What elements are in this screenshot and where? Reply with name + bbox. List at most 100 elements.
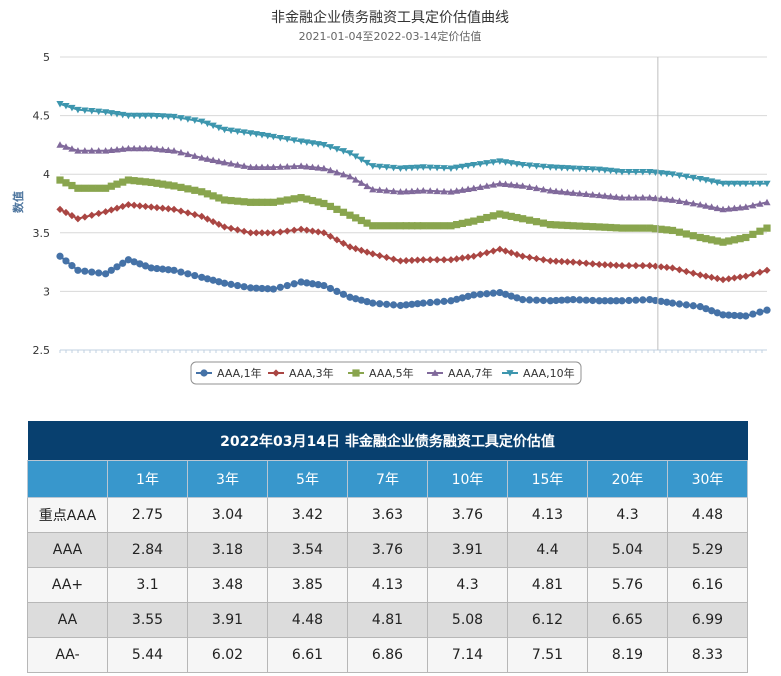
data-point: [546, 297, 554, 305]
data-point: [657, 170, 665, 177]
data-point: [625, 262, 633, 270]
data-point: [147, 178, 155, 187]
data-point: [552, 296, 560, 305]
data-point: [320, 281, 328, 290]
data-point: [507, 292, 515, 300]
data-point: [470, 161, 478, 169]
data-point: [625, 296, 633, 305]
data-point: [170, 147, 178, 154]
data-point: [124, 176, 133, 184]
data-point: [56, 101, 64, 108]
legend-item[interactable]: AAA,10年: [502, 366, 575, 380]
data-point: [763, 306, 771, 314]
data-point: [689, 174, 697, 182]
data-point: [646, 194, 654, 201]
data-point: [147, 144, 155, 152]
data-point: [501, 211, 510, 219]
data-point: [618, 262, 626, 270]
chart-subtitle: 2021-01-04至2022-03-14定价估值: [299, 29, 482, 43]
data-point: [756, 180, 764, 188]
data-point: [607, 297, 615, 305]
value-cell: 3.04: [187, 497, 268, 533]
data-point: [314, 281, 322, 289]
data-point: [107, 206, 115, 214]
data-point: [320, 199, 328, 208]
data-point: [696, 303, 704, 311]
data-point: [124, 112, 133, 120]
data-point: [682, 301, 690, 309]
data-point: [433, 222, 441, 230]
data-point: [507, 212, 515, 220]
data-point: [198, 212, 206, 220]
data-point: [333, 205, 341, 213]
data-point: [464, 162, 472, 170]
data-point: [413, 222, 422, 230]
legend-item[interactable]: AAA,5年: [348, 366, 414, 380]
data-point: [308, 196, 317, 205]
data-point: [646, 296, 654, 304]
data-point: [639, 224, 647, 232]
data-point: [308, 227, 317, 235]
data-point: [396, 257, 405, 265]
data-point: [458, 186, 466, 193]
data-point: [113, 180, 121, 188]
data-point: [227, 160, 235, 167]
data-point: [314, 164, 322, 171]
data-point: [252, 163, 260, 171]
data-point: [532, 254, 541, 263]
data-point: [130, 177, 138, 185]
data-point: [198, 118, 206, 126]
data-point: [233, 197, 242, 205]
rating-cell: AAA: [27, 532, 108, 568]
value-cell: 5.76: [587, 567, 668, 603]
data-point: [612, 193, 620, 200]
data-point: [501, 159, 510, 166]
data-point: [177, 183, 185, 191]
data-point: [215, 194, 223, 202]
rating-cell: AA: [27, 602, 108, 638]
column-header: 5年: [267, 460, 348, 498]
data-point: [413, 300, 422, 308]
data-point: [136, 202, 144, 210]
legend-item[interactable]: AAA,1年: [196, 366, 262, 380]
data-point: [246, 229, 255, 237]
legend-item[interactable]: AAA,7年: [427, 366, 493, 380]
data-point: [689, 232, 697, 240]
data-point: [383, 164, 391, 171]
data-point: [314, 228, 322, 236]
data-point: [696, 201, 704, 208]
data-point: [352, 295, 360, 303]
data-point: [252, 284, 260, 292]
data-point: [426, 298, 434, 307]
data-point: [447, 222, 455, 230]
data-point: [663, 226, 671, 234]
data-point: [62, 257, 70, 265]
data-point: [130, 201, 138, 209]
legend-item[interactable]: AAA,3年: [268, 366, 334, 380]
column-header: [27, 460, 108, 498]
data-point: [749, 310, 757, 318]
data-point: [742, 180, 750, 188]
data-point: [519, 252, 527, 260]
data-point: [303, 139, 311, 146]
data-point: [601, 167, 609, 174]
data-point: [657, 263, 665, 271]
data-point: [81, 213, 89, 221]
data-point: [320, 142, 328, 149]
data-point: [113, 145, 121, 153]
data-point: [184, 209, 192, 217]
series-2: [56, 201, 771, 284]
data-point: [725, 275, 733, 283]
data-point: [297, 194, 305, 202]
value-cell: 3.85: [267, 567, 348, 603]
data-point: [339, 170, 348, 178]
data-point: [689, 302, 697, 310]
value-cell: 6.02: [187, 637, 268, 673]
data-point: [458, 294, 466, 302]
data-point: [433, 187, 441, 195]
data-point: [369, 222, 377, 230]
data-point: [519, 161, 527, 169]
data-point: [413, 187, 422, 194]
data-point: [563, 296, 572, 304]
value-cell: 4.4: [507, 532, 588, 568]
